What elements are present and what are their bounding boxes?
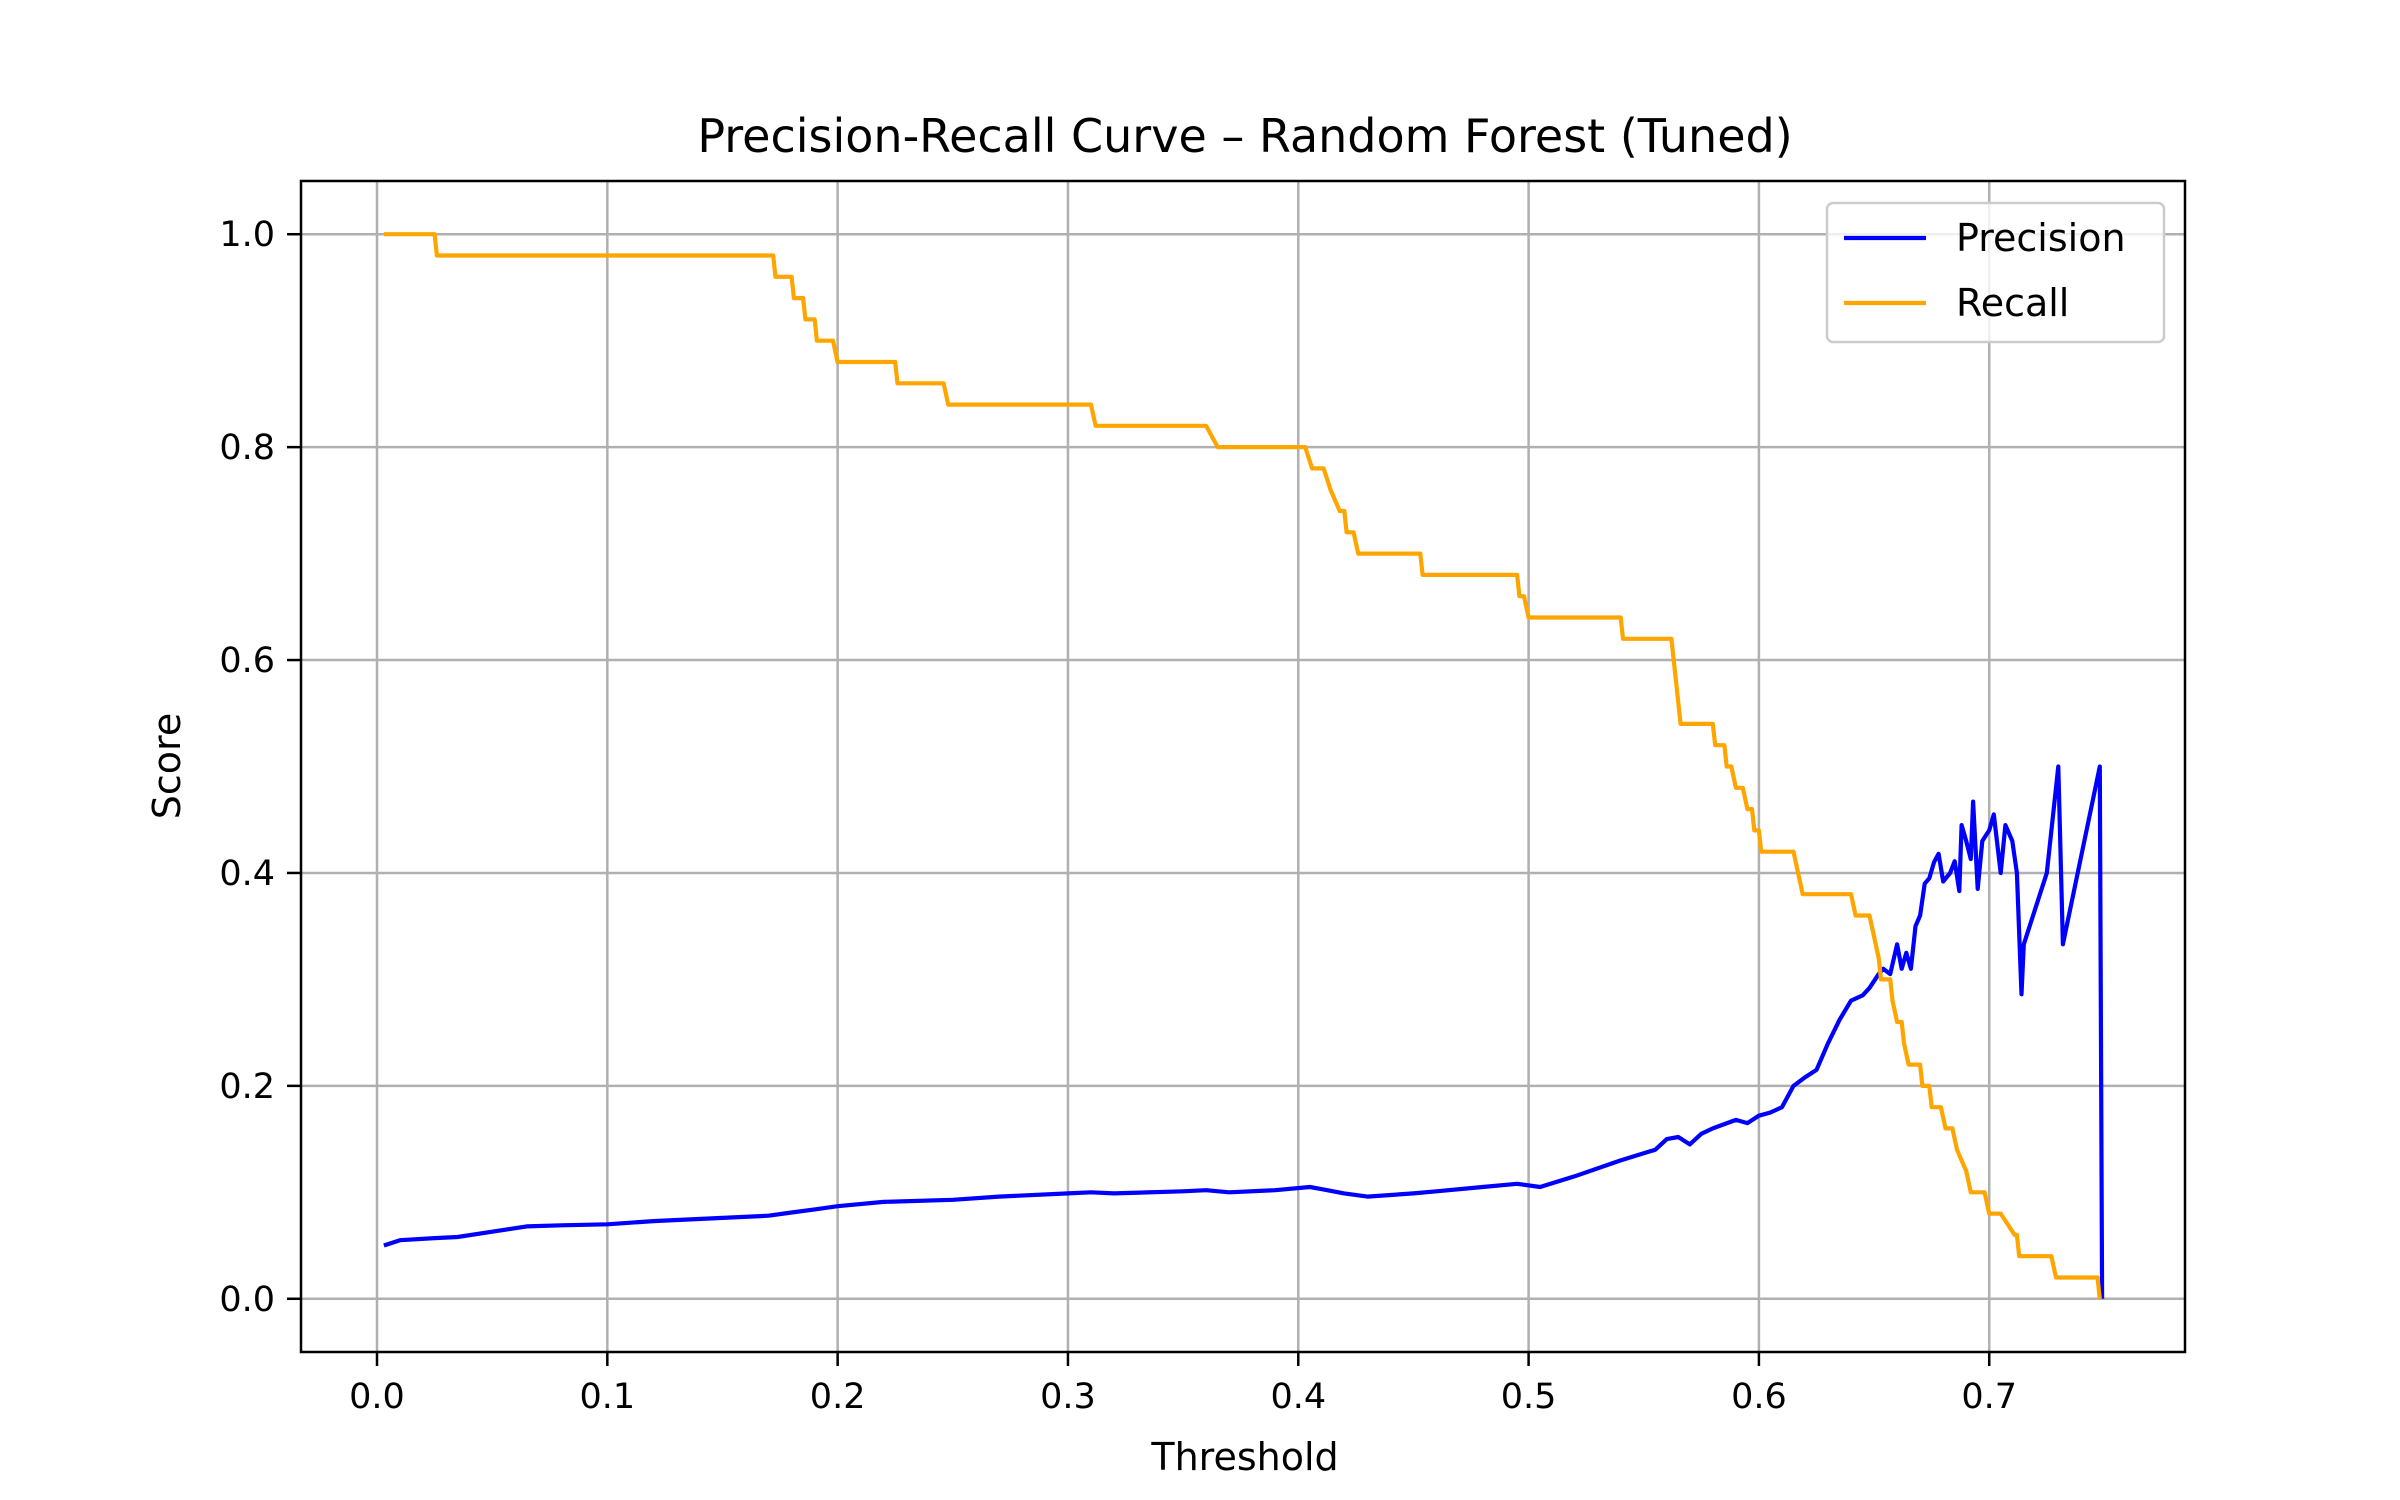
x-tick-label: 0.0 [349,1377,405,1417]
series-lines [383,232,2105,1300]
y-tick-label: 0.2 [219,1067,275,1107]
x-tick-label: 0.1 [579,1377,635,1417]
legend-label-recall: Recall [1956,281,2069,325]
y-tick-label: 0.0 [219,1280,275,1320]
x-tick-label: 0.2 [810,1377,866,1417]
legend-label-precision: Precision [1956,216,2126,260]
series-line-recall [383,232,2102,1300]
legend: Precision Recall [1825,201,2166,344]
x-tick-label: 0.7 [1961,1377,2017,1417]
x-tick-label: 0.5 [1501,1377,1557,1417]
x-axis-ticks: 0.0 0.1 0.2 0.3 0.4 0.5 0.6 0.7 [349,1352,2017,1417]
plot-frame [299,179,2187,1354]
y-tick-label: 0.8 [219,428,275,468]
grid [301,181,2185,1352]
y-tick-label: 0.6 [219,641,275,681]
y-tick-label: 0.4 [219,854,275,894]
y-axis-ticks: 0.0 0.2 0.4 0.6 0.8 1.0 [219,215,301,1320]
x-tick-label: 0.3 [1040,1377,1096,1417]
chart-title: Precision-Recall Curve – Random Forest (… [697,109,1792,163]
y-tick-label: 1.0 [219,215,275,255]
series-line-precision [383,764,2105,1299]
x-axis-label: Threshold [1150,1435,1338,1479]
x-tick-label: 0.6 [1731,1377,1787,1417]
y-axis-label: Score [145,713,189,819]
x-tick-label: 0.4 [1270,1377,1326,1417]
